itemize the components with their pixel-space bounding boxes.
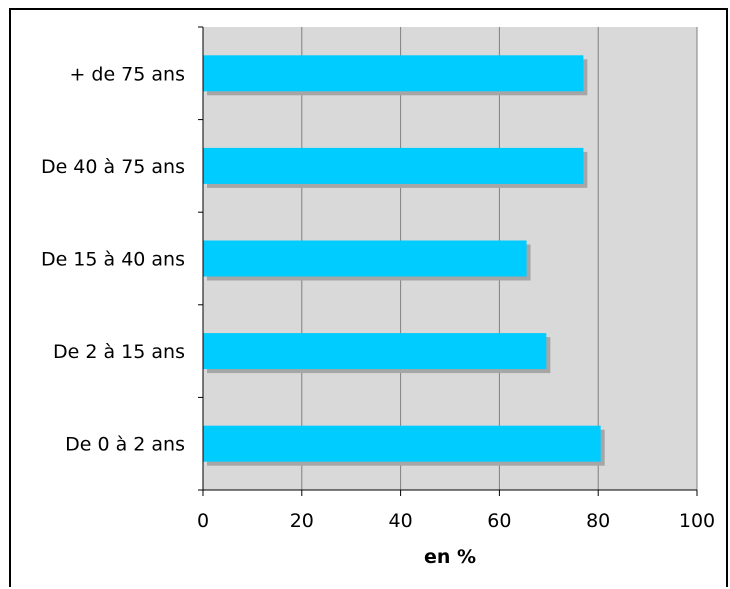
chart-frame	[9, 8, 728, 587]
bars	[203, 55, 605, 466]
bar	[203, 425, 601, 462]
x-axis-title: en %	[424, 546, 476, 568]
x-tick-label: 80	[586, 510, 610, 532]
category-label: + de 75 ans	[69, 63, 185, 85]
x-tick-labels: 0 20 40 60 80 100	[197, 510, 715, 532]
bar	[203, 240, 527, 277]
axes	[198, 26, 698, 496]
bar	[203, 333, 547, 370]
x-tick-label: 40	[389, 510, 413, 532]
x-tick-label: 60	[487, 510, 511, 532]
bar	[203, 55, 584, 92]
category-label: De 15 à 40 ans	[41, 249, 185, 271]
x-tick-label: 20	[290, 510, 314, 532]
bar	[203, 147, 584, 184]
x-tick-label: 0	[197, 510, 209, 532]
category-label: De 0 à 2 ans	[65, 434, 185, 456]
category-label: De 2 à 15 ans	[53, 341, 185, 363]
category-label: De 40 à 75 ans	[41, 156, 185, 178]
x-tick-label: 100	[679, 510, 715, 532]
category-labels: + de 75 ans De 40 à 75 ans De 15 à 40 ans D…	[41, 63, 185, 455]
